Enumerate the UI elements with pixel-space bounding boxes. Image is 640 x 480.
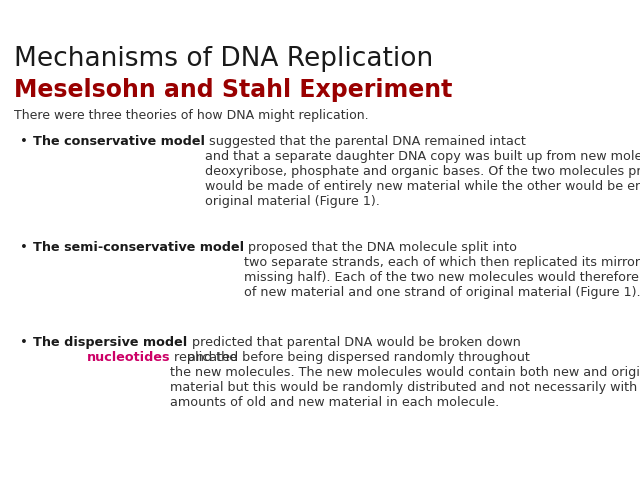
Text: •: •: [20, 336, 28, 349]
Text: •: •: [20, 135, 28, 148]
Text: The dispersive model: The dispersive model: [33, 336, 188, 349]
Text: There were three theories of how DNA might replication.: There were three theories of how DNA mig…: [14, 109, 369, 122]
Text: suggested that the parental DNA remained intact
and that a separate daughter DNA: suggested that the parental DNA remained…: [205, 135, 640, 208]
Text: proposed that the DNA molecule split into
two separate strands, each of which th: proposed that the DNA molecule split int…: [244, 241, 640, 299]
Text: nucleotides: nucleotides: [86, 351, 170, 364]
Text: The conservative model: The conservative model: [33, 135, 205, 148]
Text: Meselsohn and Stahl Experiment: Meselsohn and Stahl Experiment: [14, 78, 452, 102]
Text: Mechanisms of DNA Replication: Mechanisms of DNA Replication: [14, 46, 433, 72]
Text: replicated before being dispersed randomly throughout
the new molecules. The new: replicated before being dispersed random…: [170, 351, 640, 409]
Text: •: •: [20, 241, 28, 254]
Text: The semi-conservative model: The semi-conservative model: [33, 241, 244, 254]
Text: predicted that parental DNA would be broken down
and the: predicted that parental DNA would be bro…: [188, 336, 520, 364]
